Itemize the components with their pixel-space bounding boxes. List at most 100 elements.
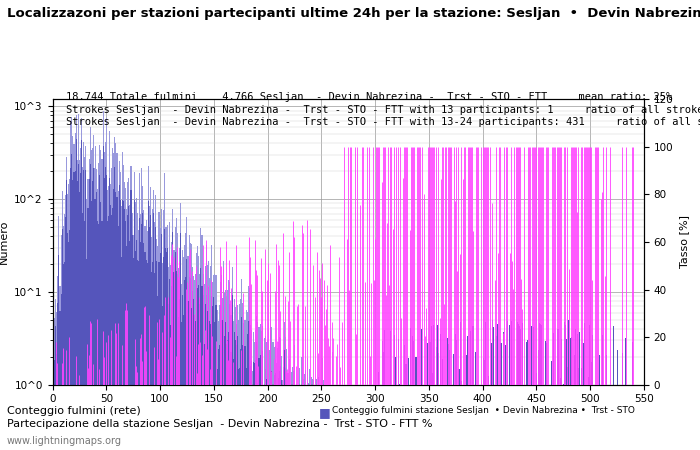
Bar [304,385,306,450]
Bar [248,321,250,450]
Bar [98,163,99,450]
Bar [529,385,531,450]
Bar [500,343,501,450]
Bar [190,244,192,450]
Bar [281,380,282,450]
Bar [554,385,555,450]
Bar [408,385,409,450]
Bar [513,385,514,450]
Bar [164,229,165,450]
Bar [391,385,392,450]
Bar [515,385,517,450]
Bar [212,282,214,450]
Bar [264,385,265,450]
Bar [206,311,208,450]
Bar [549,385,550,450]
Bar [631,385,633,450]
Bar [510,385,511,450]
Bar [473,385,475,450]
Bar [455,385,456,450]
Bar [610,385,611,450]
Bar [517,385,519,450]
Bar [418,385,419,450]
Bar [253,332,254,450]
Bar [435,385,436,450]
Bar [351,385,352,450]
Bar [334,385,335,450]
Bar [595,385,596,450]
Bar [409,385,410,450]
Bar [626,385,627,450]
Bar [594,385,595,450]
Bar [365,385,366,450]
Bar [194,279,195,450]
Bar [199,274,200,450]
Bar [567,367,568,450]
Bar [246,312,248,450]
Bar [71,154,72,450]
Bar [248,288,250,450]
Bar [339,385,340,450]
Bar [599,356,601,450]
Bar [397,385,398,450]
Bar [251,361,252,450]
Bar [556,385,557,450]
Bar [549,385,550,450]
Bar [566,339,567,450]
Bar [567,385,568,450]
Bar [335,385,336,450]
Bar [61,235,62,450]
Bar [228,280,230,450]
Bar [460,385,461,450]
Bar [155,226,156,450]
Bar [99,144,100,450]
Bar [204,304,206,450]
Bar [336,385,337,450]
Bar [566,385,567,450]
Bar [436,346,437,450]
Bar [482,385,483,450]
Bar [436,385,437,450]
Bar [182,250,183,450]
Bar [279,337,280,450]
Bar [330,385,332,450]
Bar [318,385,320,450]
Bar [324,385,325,450]
Bar [228,332,230,450]
Bar [633,385,634,450]
Bar [237,305,238,450]
Bar [179,299,180,450]
Bar [71,117,72,450]
Bar [402,385,404,450]
Bar [142,186,144,450]
Bar [565,325,566,450]
Bar [491,385,492,450]
Bar [376,385,377,450]
Bar [517,324,519,450]
Bar [569,385,570,450]
Bar [483,358,484,450]
Bar [564,385,565,450]
Bar [384,385,386,450]
Bar [521,385,522,450]
Bar [292,367,293,450]
Bar [335,385,336,450]
Bar [160,234,162,450]
Bar [258,327,260,450]
Bar [265,336,266,450]
Bar [53,385,54,450]
Bar [298,385,300,450]
Bar [404,345,405,450]
Bar [376,385,377,450]
Bar [127,182,128,450]
Bar [324,385,325,450]
Bar [200,228,202,450]
Bar [62,229,63,450]
Bar [396,385,397,450]
Bar [447,338,448,450]
Bar [473,385,475,450]
Bar [360,385,362,450]
Bar [232,359,234,450]
Bar [520,328,521,450]
Bar [64,262,65,450]
